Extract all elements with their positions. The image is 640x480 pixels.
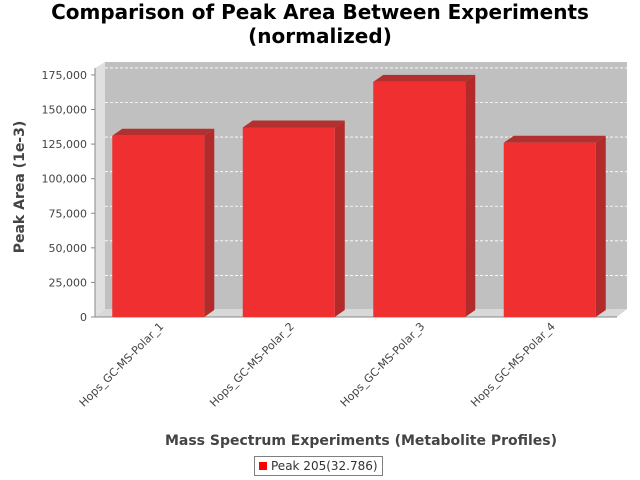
bar	[503, 135, 606, 317]
bar-side	[334, 120, 345, 317]
bars	[112, 74, 606, 317]
bar-side	[465, 74, 476, 317]
chart-title: Comparison of Peak Area Between Experime…	[0, 0, 640, 48]
x-axis: Hops_GC-MS-Polar_1 Hops_GC-MS-Polar_2 Hops…	[77, 320, 558, 410]
y-tick-label: 0	[80, 311, 87, 324]
y-tick-label: 125,000	[42, 138, 88, 151]
bar-front	[112, 135, 205, 317]
y-tick-label: 50,000	[49, 242, 88, 255]
bar	[373, 74, 476, 317]
bar-top	[242, 120, 345, 128]
bar	[112, 128, 215, 317]
chart-title-line-2: (normalized)	[248, 24, 392, 48]
bar-front	[503, 142, 596, 317]
x-tick-label: Hops_GC-MS-Polar_2	[207, 320, 297, 410]
bar-front	[373, 81, 466, 317]
x-tick-label: Hops_GC-MS-Polar_1	[77, 320, 167, 410]
y-tick-label: 100,000	[42, 173, 88, 186]
legend-swatch	[259, 462, 267, 470]
y-tick-label: 150,000	[42, 104, 88, 117]
bar-top	[112, 128, 215, 136]
bar-front	[242, 127, 335, 317]
y-tick-label: 175,000	[42, 69, 88, 82]
y-axis: 0 25,000 50,000 75,000 100,000 125,000 150,000…	[42, 68, 96, 324]
bar-top	[503, 135, 606, 143]
x-tick-label: Hops_GC-MS-Polar_4	[468, 320, 558, 410]
y-axis-label: Peak Area (1e-3)	[12, 121, 28, 254]
bar-top	[373, 74, 476, 82]
bar-side	[595, 135, 606, 317]
chart-title-line-1: Comparison of Peak Area Between Experime…	[51, 0, 589, 24]
plot-floor	[95, 309, 627, 317]
legend: Peak 205(32.786)	[254, 456, 383, 476]
y-tick-label: 75,000	[49, 207, 88, 220]
x-axis-label: Mass Spectrum Experiments (Metabolite Pr…	[165, 433, 557, 449]
bar	[242, 120, 345, 317]
legend-label: Peak 205(32.786)	[271, 459, 378, 473]
x-tick-label: Hops_GC-MS-Polar_3	[338, 320, 428, 410]
y-tick-label: 25,000	[49, 276, 88, 289]
bar-side	[204, 128, 215, 317]
